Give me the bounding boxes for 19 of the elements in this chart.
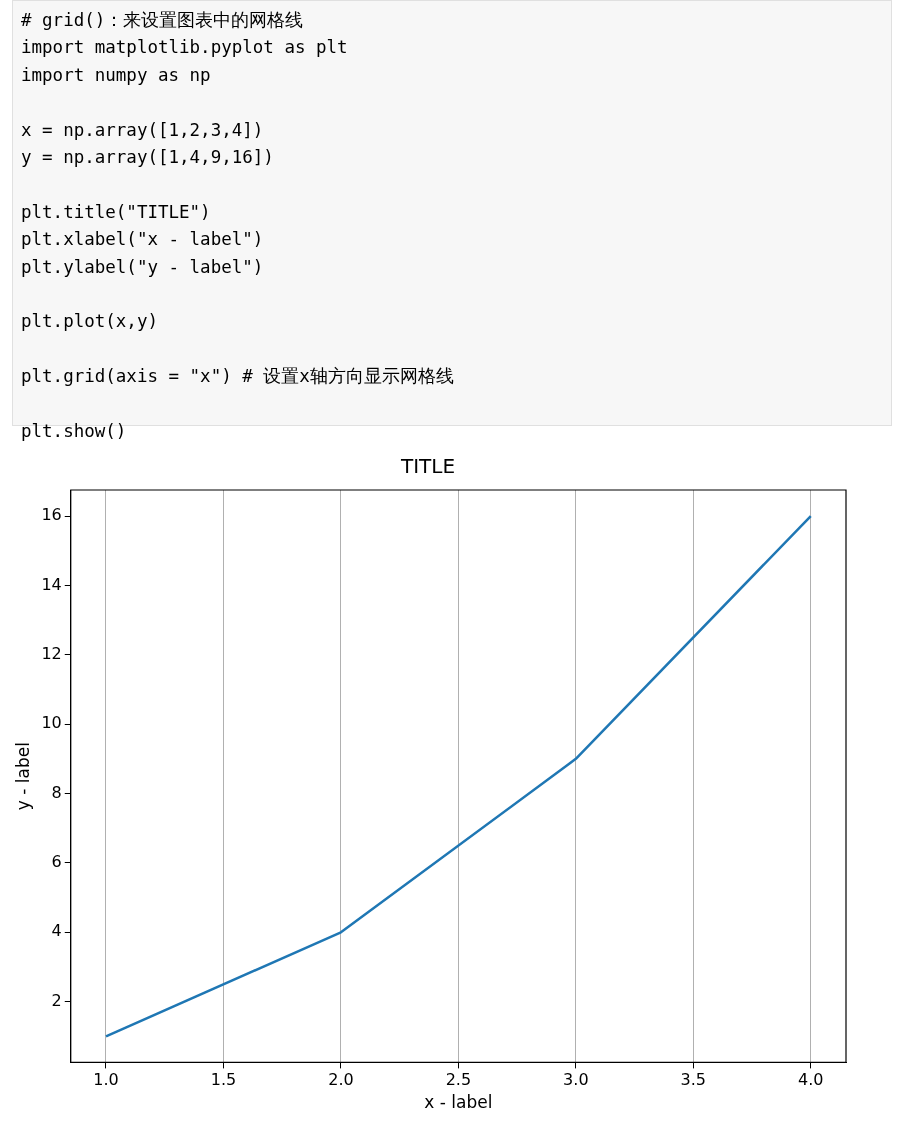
y-tick-label: 2 bbox=[51, 990, 62, 1010]
x-tick-label: 4.0 bbox=[798, 1070, 824, 1090]
x-tick-label: 1.0 bbox=[93, 1070, 119, 1090]
x-tick-label: 1.5 bbox=[210, 1070, 237, 1090]
y-axis-title: y - label bbox=[12, 742, 33, 811]
y-tick-label: 6 bbox=[51, 852, 62, 872]
x-tick-label: 3.5 bbox=[680, 1070, 707, 1090]
chart-title: TITLE bbox=[399, 454, 456, 479]
x-tick-label: 2.5 bbox=[445, 1070, 472, 1090]
y-tick-label: 4 bbox=[51, 921, 62, 941]
y-tick-label: 16 bbox=[41, 505, 62, 525]
text: # grid()：来设置图表中的网格线 import matplotlib.pyplot as plt import numpy as np x = np.array([1,2,3,4]) y = np.array([1,4,9,16]) plt.title("TITLE") plt.xlabel("x - label") plt.ylabel("y - label") plt.plot(x,y) plt.grid(axis = "x") # 设置x轴方向显示网格线 plt.show() bbox=[21, 10, 454, 442]
x-axis-title: x - label bbox=[424, 1092, 493, 1113]
y-tick-label: 14 bbox=[41, 574, 62, 594]
x-tick-label: 2.0 bbox=[328, 1070, 354, 1090]
y-tick-label: 10 bbox=[41, 713, 62, 733]
y-tick-label: 12 bbox=[41, 643, 62, 663]
y-tick-label: 8 bbox=[51, 782, 62, 802]
x-tick-label: 3.0 bbox=[563, 1070, 589, 1090]
